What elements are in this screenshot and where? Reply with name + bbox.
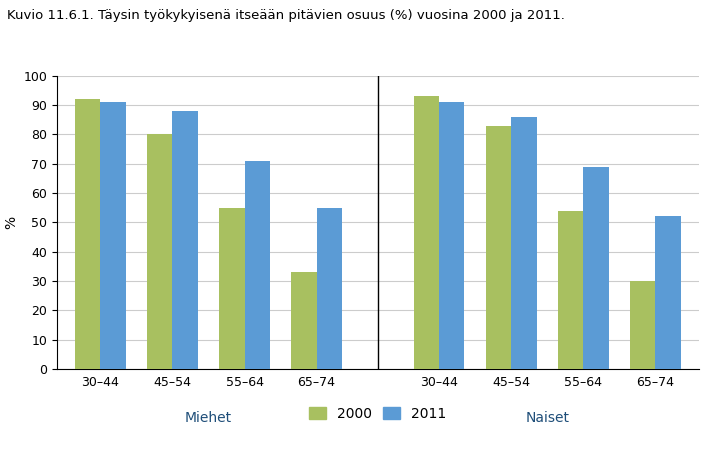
Text: Naiset: Naiset <box>525 411 569 425</box>
Bar <box>439 102 464 369</box>
Bar <box>414 96 439 369</box>
Bar <box>630 281 655 369</box>
Bar <box>245 161 270 369</box>
Legend: 2000, 2011: 2000, 2011 <box>304 402 452 427</box>
Text: Miehet: Miehet <box>185 411 232 425</box>
Y-axis label: %: % <box>4 216 18 229</box>
Bar <box>317 208 342 369</box>
Bar <box>511 117 536 369</box>
Bar <box>147 134 173 369</box>
Bar <box>101 102 125 369</box>
Bar <box>655 217 681 369</box>
Bar <box>75 99 101 369</box>
Bar <box>486 125 511 369</box>
Text: Kuvio 11.6.1. Täysin työkykyisenä itseään pitävien osuus (%) vuosina 2000 ja 201: Kuvio 11.6.1. Täysin työkykyisenä itseää… <box>7 9 565 22</box>
Bar <box>220 208 245 369</box>
Bar <box>558 210 583 369</box>
Bar <box>583 166 609 369</box>
Bar <box>173 111 198 369</box>
Bar <box>292 272 317 369</box>
